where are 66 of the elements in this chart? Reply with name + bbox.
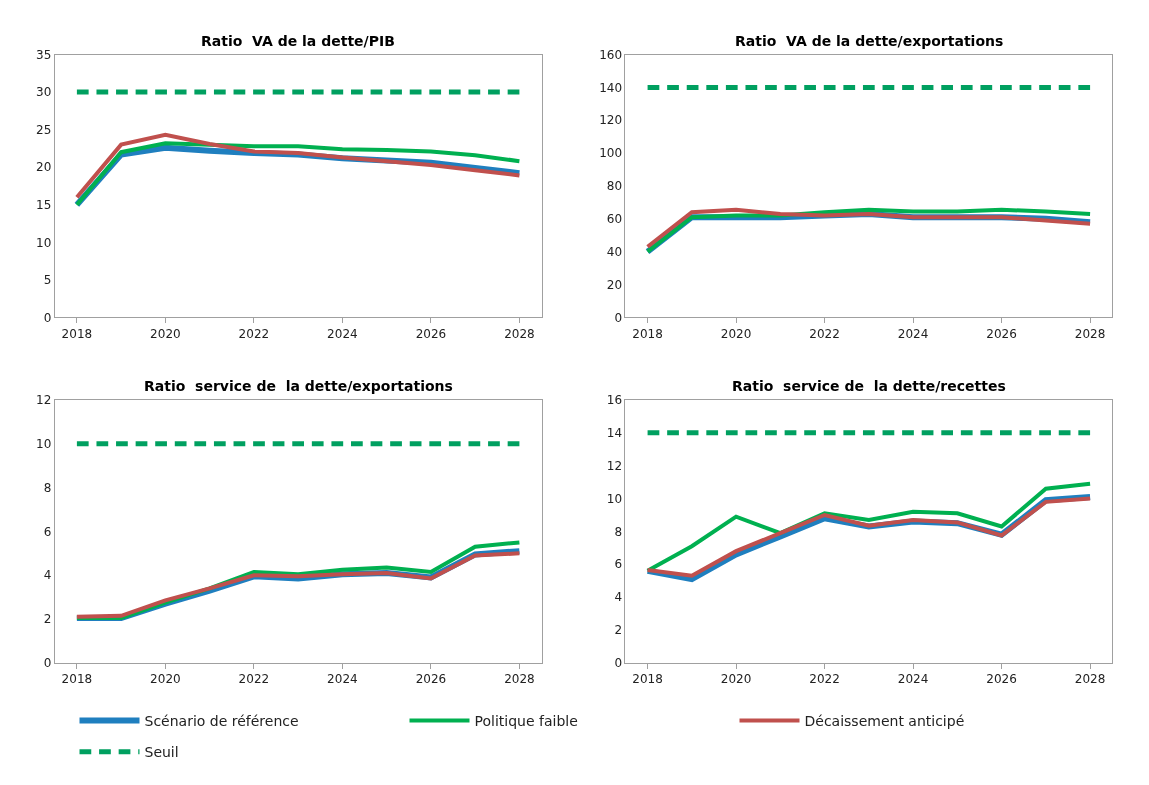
y-tick-label: 2	[43, 612, 52, 627]
y-tick-label: 15	[36, 197, 52, 212]
x-tick-label: 2026	[415, 672, 447, 687]
x-tick-label: 2022	[809, 672, 840, 687]
y-tick-label: 40	[606, 244, 623, 259]
chart-title: Ratio service de la dette/exportations	[144, 378, 453, 394]
legend-label: Politique faible	[474, 713, 578, 730]
y-tick-label: 0	[614, 310, 623, 325]
y-tick-label: 35	[36, 47, 52, 62]
y-tick-label: 20	[606, 277, 623, 292]
y-tick-label: 80	[606, 179, 623, 194]
y-tick-label: 25	[36, 122, 52, 137]
legend-label: Seuil	[144, 744, 179, 761]
y-tick-label: 2	[614, 623, 623, 638]
y-tick-label: 140	[599, 80, 623, 95]
y-tick-label: 12	[36, 393, 52, 408]
x-tick-label: 2020	[150, 326, 181, 341]
x-tick-label: 2028	[504, 326, 535, 341]
x-tick-label: 2020	[150, 672, 181, 687]
x-tick-label: 2028	[1074, 326, 1106, 341]
x-tick-label: 2024	[327, 326, 358, 341]
chart-title: Ratio VA de la dette/exportations	[735, 33, 1004, 49]
y-tick-label: 60	[606, 212, 623, 227]
x-tick-label: 2028	[504, 672, 535, 687]
y-tick-label: 0	[614, 656, 623, 671]
x-tick-label: 2026	[986, 672, 1017, 687]
y-tick-label: 14	[606, 426, 623, 441]
y-tick-label: 0	[43, 656, 52, 671]
x-tick-label: 2022	[238, 326, 270, 341]
x-tick-label: 2026	[415, 326, 447, 341]
x-tick-label: 2026	[986, 326, 1017, 341]
y-tick-label: 4	[43, 568, 52, 583]
y-tick-label: 8	[43, 480, 52, 495]
y-tick-label: 0	[43, 310, 52, 325]
y-tick-label: 10	[606, 491, 623, 506]
chart-title: Ratio VA de la dette/PIB	[201, 33, 395, 49]
line-series	[74, 132, 522, 200]
y-tick-label: 10	[36, 437, 52, 452]
y-tick-label: 6	[614, 557, 623, 572]
x-tick-label: 2024	[897, 672, 929, 687]
x-tick-label: 2020	[720, 326, 752, 341]
x-tick-label: 2024	[327, 672, 358, 687]
x-tick-label: 2020	[720, 672, 752, 687]
x-tick-label: 2022	[238, 672, 270, 687]
y-tick-label: 100	[599, 146, 623, 161]
legend-label: Décaissement anticipé	[804, 713, 965, 730]
x-tick-label: 2022	[809, 326, 840, 341]
y-tick-label: 120	[599, 113, 623, 128]
chart-title: Ratio service de la dette/recettes	[732, 378, 1006, 394]
y-tick-label: 160	[599, 47, 623, 62]
x-tick-label: 2028	[1074, 672, 1106, 687]
y-tick-label: 6	[43, 524, 52, 539]
y-tick-label: 8	[614, 524, 623, 539]
x-tick-label: 2018	[632, 672, 663, 687]
y-tick-label: 20	[36, 160, 52, 175]
y-tick-label: 10	[36, 235, 52, 250]
x-tick-label: 2018	[61, 326, 93, 341]
y-tick-label: 4	[614, 590, 623, 605]
x-tick-label: 2018	[632, 326, 663, 341]
y-tick-label: 12	[606, 458, 623, 473]
y-tick-label: 16	[606, 393, 623, 408]
legend-label: Scénario de référence	[144, 713, 299, 730]
x-tick-label: 2024	[897, 326, 929, 341]
y-tick-label: 30	[36, 85, 52, 100]
y-tick-label: 5	[43, 273, 52, 288]
x-tick-label: 2018	[61, 672, 93, 687]
